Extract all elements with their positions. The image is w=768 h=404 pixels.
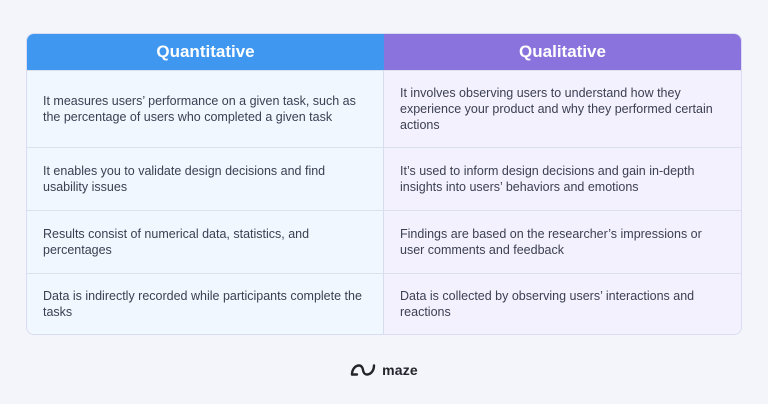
row-4-qualitative: Data is collected by observing users’ in…	[384, 273, 741, 334]
row-1-qualitative: It involves observing users to understan…	[384, 70, 741, 147]
maze-logo: maze	[0, 360, 768, 380]
row-2-qualitative: It’s used to inform design decisions and…	[384, 147, 741, 210]
header-quantitative: Quantitative	[27, 34, 384, 70]
maze-logo-icon	[350, 364, 376, 376]
row-3-qualitative: Findings are based on the researcher’s i…	[384, 210, 741, 273]
row-3-quantitative: Results consist of numerical data, stati…	[27, 210, 384, 273]
comparison-table: Quantitative Qualitative It measures use…	[26, 33, 742, 335]
row-2-quantitative: It enables you to validate design decisi…	[27, 147, 384, 210]
maze-logo-text: maze	[382, 362, 418, 378]
header-qualitative: Qualitative	[384, 34, 741, 70]
row-1-quantitative: It measures users’ performance on a give…	[27, 70, 384, 147]
row-4-quantitative: Data is indirectly recorded while partic…	[27, 273, 384, 334]
